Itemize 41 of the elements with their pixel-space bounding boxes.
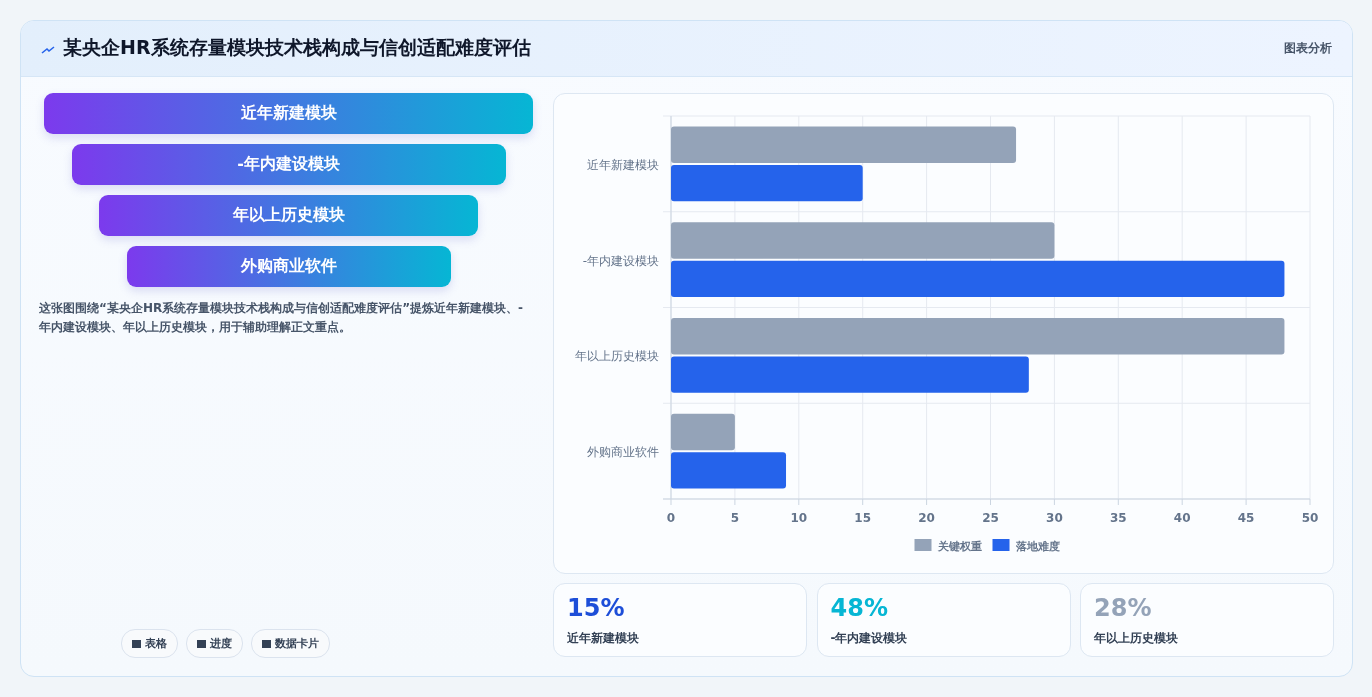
bar	[671, 260, 1285, 297]
text: 某央企HR系统存量模块技术栈构成与信创适配难度评估	[63, 35, 531, 60]
category-label: 外购商业软件	[126, 246, 451, 287]
bar	[671, 164, 863, 202]
text: 近年新建模块	[567, 630, 639, 647]
x-tick-label: 50	[1301, 511, 1319, 525]
y-tick-label: 年以上历史模块	[575, 349, 659, 364]
legend-label: 落地难度	[1014, 540, 1060, 553]
x-tick-label: 40	[1173, 511, 1191, 525]
bar	[671, 356, 1029, 393]
text: 进度	[210, 636, 232, 651]
bar	[671, 222, 1055, 259]
y-tick-label: -年内建设模块	[582, 253, 659, 268]
text: 图表分析	[1284, 40, 1332, 57]
x-tick-label: 0	[666, 511, 676, 525]
text: 这张图围绕“某央企HR系统存量模块技术栈构成与信创适配难度评估”提炼近年新建模块、-年内建设模块、年以上历史模块，用于辅助理解正文重点。	[39, 300, 525, 336]
legend-label: 关键权重	[936, 540, 982, 553]
text: 年以上历史模块	[1094, 630, 1178, 647]
text: 28%	[1094, 594, 1152, 622]
category-label: -年内建设模块	[71, 144, 506, 185]
x-tick-label: 15	[854, 511, 872, 525]
text: 48%	[830, 594, 888, 622]
text: 15%	[567, 594, 625, 622]
x-tick-label: 35	[1109, 511, 1127, 525]
x-tick-label: 30	[1046, 511, 1063, 525]
bar	[671, 318, 1285, 355]
bar	[671, 126, 1017, 163]
x-tick-label: 25	[982, 511, 999, 525]
x-tick-label: 20	[918, 511, 935, 525]
y-tick-label: 近年新建模块	[587, 157, 659, 172]
category-label: 近年新建模块	[44, 93, 533, 134]
bar	[671, 413, 735, 451]
text: 表格	[145, 636, 167, 651]
x-tick-label: 5	[730, 511, 740, 525]
category-label: 年以上历史模块	[99, 195, 478, 236]
x-tick-label: 10	[790, 511, 808, 525]
y-tick-label: 外购商业软件	[587, 445, 659, 460]
x-tick-label: 45	[1237, 511, 1255, 525]
bar	[671, 452, 787, 489]
text: 数据卡片	[275, 636, 319, 651]
text: -年内建设模块	[830, 630, 908, 647]
